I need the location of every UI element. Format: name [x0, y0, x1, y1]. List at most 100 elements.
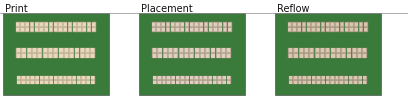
Bar: [48, 53, 53, 58]
Bar: [73, 27, 77, 32]
Bar: [227, 48, 231, 52]
Bar: [185, 80, 189, 84]
Bar: [38, 48, 42, 52]
Bar: [221, 48, 226, 53]
Bar: [38, 54, 42, 58]
Bar: [86, 76, 90, 80]
Bar: [320, 48, 325, 53]
Bar: [336, 28, 339, 31]
Bar: [200, 53, 205, 58]
Bar: [194, 76, 199, 80]
Bar: [353, 76, 358, 80]
Bar: [168, 53, 173, 58]
Bar: [326, 28, 329, 31]
Bar: [139, 13, 245, 95]
Bar: [21, 23, 24, 26]
Bar: [151, 22, 156, 27]
Bar: [304, 48, 309, 53]
Bar: [50, 81, 53, 84]
Bar: [181, 28, 184, 31]
Bar: [363, 76, 367, 80]
Bar: [208, 80, 213, 84]
Bar: [180, 27, 184, 32]
Bar: [43, 53, 48, 58]
Bar: [161, 22, 165, 27]
Bar: [204, 76, 208, 80]
Bar: [306, 22, 311, 27]
Bar: [289, 81, 292, 84]
Bar: [221, 53, 226, 58]
Bar: [345, 76, 348, 79]
Bar: [162, 23, 164, 26]
Bar: [33, 48, 36, 52]
Bar: [35, 80, 40, 84]
Bar: [21, 28, 24, 31]
Bar: [31, 23, 33, 26]
Bar: [80, 48, 85, 53]
Bar: [322, 28, 324, 31]
Bar: [158, 81, 161, 84]
Bar: [317, 28, 319, 31]
Bar: [310, 54, 313, 58]
Text: Placement: Placement: [142, 4, 193, 14]
Bar: [209, 28, 212, 31]
Bar: [81, 48, 84, 52]
Bar: [297, 22, 302, 27]
Bar: [340, 22, 344, 27]
Bar: [200, 28, 203, 31]
Bar: [180, 22, 184, 27]
Bar: [312, 28, 315, 31]
Bar: [31, 80, 35, 84]
Bar: [224, 28, 226, 31]
Bar: [293, 76, 297, 80]
Bar: [189, 48, 194, 53]
Bar: [16, 27, 20, 32]
Bar: [359, 81, 361, 84]
Bar: [185, 48, 188, 52]
Bar: [354, 27, 359, 32]
Bar: [26, 76, 30, 80]
Bar: [49, 22, 53, 27]
Bar: [67, 80, 72, 84]
Bar: [92, 27, 96, 32]
Bar: [195, 53, 200, 58]
Bar: [302, 76, 307, 80]
Bar: [43, 48, 48, 53]
Bar: [69, 48, 74, 53]
Bar: [195, 76, 198, 79]
Bar: [40, 76, 44, 80]
Bar: [63, 80, 67, 84]
Bar: [166, 23, 169, 26]
Bar: [299, 48, 304, 53]
Bar: [63, 22, 67, 27]
Bar: [194, 22, 199, 27]
Bar: [307, 76, 311, 80]
Bar: [64, 48, 69, 53]
Bar: [350, 28, 353, 31]
Bar: [40, 28, 43, 31]
Bar: [163, 76, 165, 79]
Bar: [158, 76, 161, 79]
Bar: [40, 81, 43, 84]
Bar: [156, 27, 161, 32]
Bar: [353, 48, 356, 52]
Bar: [305, 54, 308, 58]
Bar: [204, 80, 208, 84]
Bar: [341, 53, 346, 58]
Bar: [297, 27, 302, 32]
Bar: [364, 76, 366, 79]
Bar: [59, 28, 62, 31]
Bar: [91, 48, 95, 53]
Bar: [60, 48, 63, 52]
Bar: [199, 80, 203, 84]
Bar: [45, 28, 48, 31]
Bar: [152, 53, 157, 58]
Bar: [336, 23, 339, 26]
Bar: [359, 22, 363, 27]
Bar: [223, 27, 227, 32]
Bar: [294, 48, 297, 52]
Bar: [321, 48, 324, 52]
Bar: [331, 28, 334, 31]
Bar: [26, 80, 30, 84]
Bar: [309, 53, 314, 58]
